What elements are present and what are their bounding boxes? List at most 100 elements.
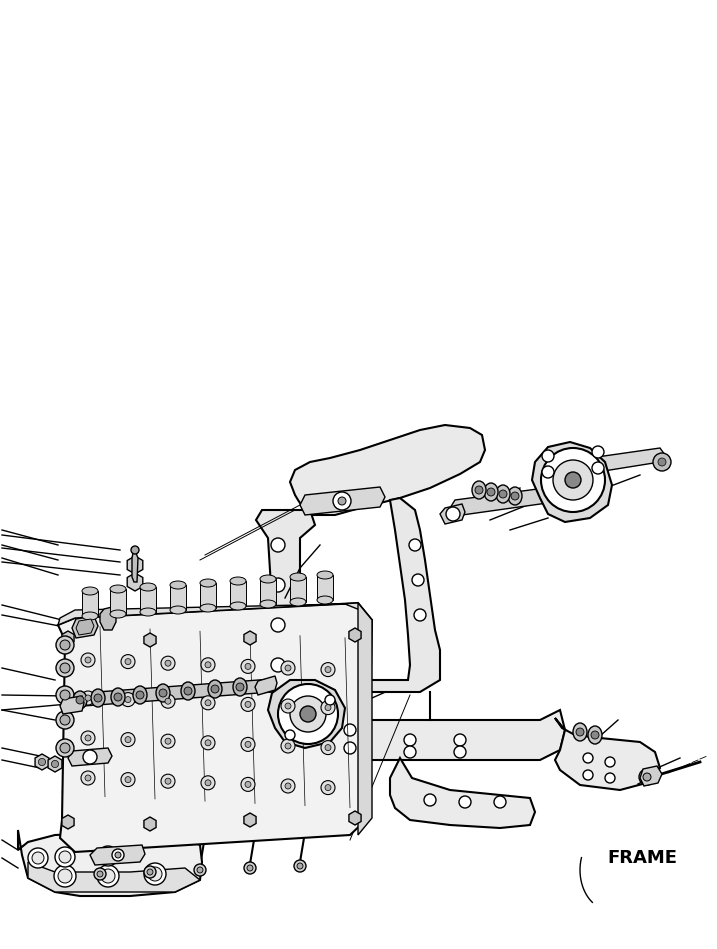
Ellipse shape	[290, 598, 306, 606]
Circle shape	[285, 665, 291, 671]
Polygon shape	[28, 862, 200, 892]
Polygon shape	[532, 442, 612, 522]
Circle shape	[241, 660, 255, 674]
Circle shape	[52, 760, 59, 768]
Circle shape	[285, 783, 291, 789]
Ellipse shape	[140, 583, 156, 591]
Polygon shape	[62, 631, 74, 645]
Circle shape	[583, 770, 593, 780]
Circle shape	[404, 746, 416, 758]
Ellipse shape	[200, 604, 216, 612]
Circle shape	[60, 715, 70, 725]
Circle shape	[102, 850, 114, 862]
Circle shape	[281, 739, 295, 753]
Circle shape	[205, 699, 211, 706]
Polygon shape	[230, 581, 246, 606]
Polygon shape	[90, 845, 145, 865]
Ellipse shape	[140, 608, 156, 616]
Polygon shape	[256, 510, 315, 718]
Circle shape	[121, 693, 135, 707]
Circle shape	[271, 618, 285, 632]
Circle shape	[32, 852, 44, 864]
Ellipse shape	[170, 606, 186, 614]
Ellipse shape	[260, 575, 276, 583]
Circle shape	[94, 868, 106, 880]
Circle shape	[131, 546, 139, 554]
Circle shape	[197, 867, 203, 873]
Circle shape	[333, 492, 351, 510]
Circle shape	[98, 846, 118, 866]
Polygon shape	[390, 758, 535, 828]
Polygon shape	[127, 556, 143, 574]
Circle shape	[201, 775, 215, 790]
Circle shape	[161, 735, 175, 748]
Circle shape	[56, 659, 74, 677]
Polygon shape	[450, 482, 595, 516]
Polygon shape	[290, 577, 306, 602]
Polygon shape	[127, 573, 143, 591]
Circle shape	[290, 696, 326, 732]
Circle shape	[121, 655, 135, 669]
Circle shape	[300, 706, 316, 722]
Circle shape	[83, 750, 97, 764]
Polygon shape	[268, 680, 345, 748]
Circle shape	[54, 865, 76, 887]
Polygon shape	[290, 425, 485, 515]
Polygon shape	[244, 631, 256, 645]
Ellipse shape	[230, 602, 246, 610]
Ellipse shape	[200, 579, 216, 587]
Circle shape	[39, 758, 46, 766]
Polygon shape	[349, 811, 361, 825]
Circle shape	[201, 735, 215, 750]
Polygon shape	[110, 589, 126, 614]
Ellipse shape	[508, 487, 522, 505]
Circle shape	[475, 486, 483, 494]
Circle shape	[605, 773, 615, 783]
Polygon shape	[170, 585, 186, 610]
Circle shape	[414, 609, 426, 621]
Circle shape	[404, 734, 416, 746]
Circle shape	[165, 698, 171, 704]
Circle shape	[271, 578, 285, 592]
Circle shape	[165, 738, 171, 744]
Circle shape	[97, 865, 119, 887]
Circle shape	[271, 658, 285, 672]
Circle shape	[542, 450, 554, 462]
Circle shape	[285, 730, 295, 740]
Circle shape	[565, 472, 581, 488]
Ellipse shape	[156, 684, 170, 702]
Polygon shape	[640, 766, 662, 786]
Polygon shape	[555, 718, 660, 790]
Polygon shape	[555, 448, 665, 478]
Polygon shape	[244, 813, 256, 827]
Ellipse shape	[181, 682, 195, 700]
Ellipse shape	[170, 581, 186, 589]
Circle shape	[201, 696, 215, 710]
Ellipse shape	[111, 688, 125, 706]
Circle shape	[278, 684, 338, 744]
Circle shape	[553, 460, 593, 500]
Circle shape	[591, 731, 599, 739]
Polygon shape	[200, 583, 216, 608]
Circle shape	[344, 742, 356, 754]
Circle shape	[121, 772, 135, 787]
Circle shape	[511, 492, 519, 500]
Ellipse shape	[496, 485, 510, 503]
Circle shape	[412, 574, 424, 586]
Circle shape	[592, 446, 604, 458]
Circle shape	[344, 724, 356, 736]
Circle shape	[60, 690, 70, 700]
Circle shape	[241, 777, 255, 791]
Circle shape	[201, 658, 215, 672]
Polygon shape	[260, 579, 276, 604]
Circle shape	[321, 781, 335, 794]
Ellipse shape	[208, 680, 222, 698]
Ellipse shape	[317, 596, 333, 604]
Circle shape	[297, 863, 303, 869]
Circle shape	[97, 871, 103, 877]
Circle shape	[285, 703, 291, 709]
Circle shape	[56, 711, 74, 729]
Circle shape	[241, 698, 255, 712]
Polygon shape	[310, 498, 440, 692]
Circle shape	[409, 539, 421, 551]
